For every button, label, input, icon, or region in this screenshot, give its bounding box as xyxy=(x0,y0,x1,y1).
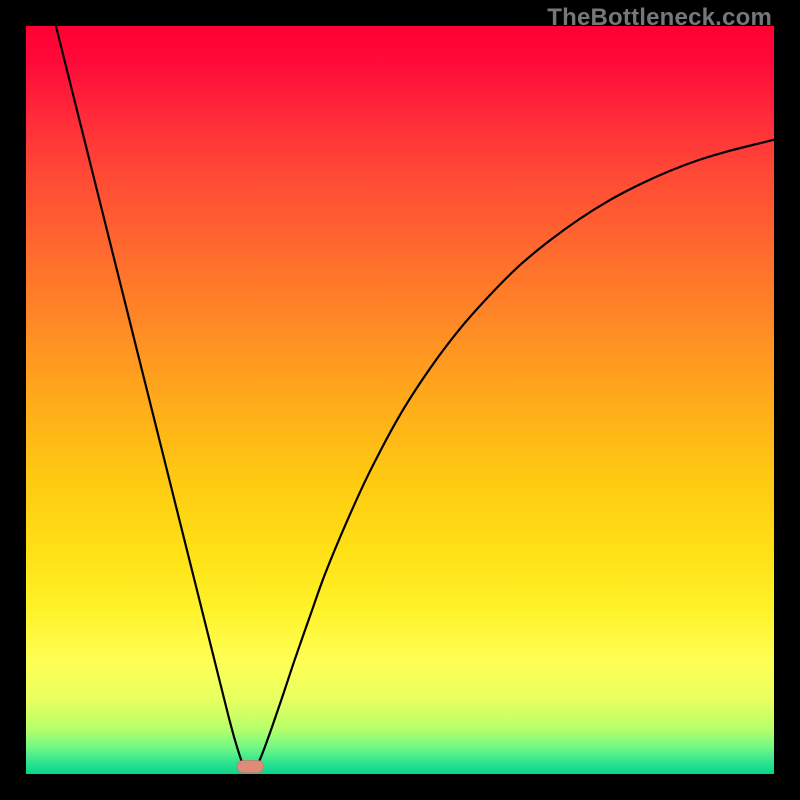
gradient-chart xyxy=(26,26,774,774)
gradient-background xyxy=(26,26,774,774)
chart-frame: TheBottleneck.com xyxy=(0,0,800,800)
plot-area xyxy=(26,26,774,774)
valley-marker xyxy=(237,761,264,773)
